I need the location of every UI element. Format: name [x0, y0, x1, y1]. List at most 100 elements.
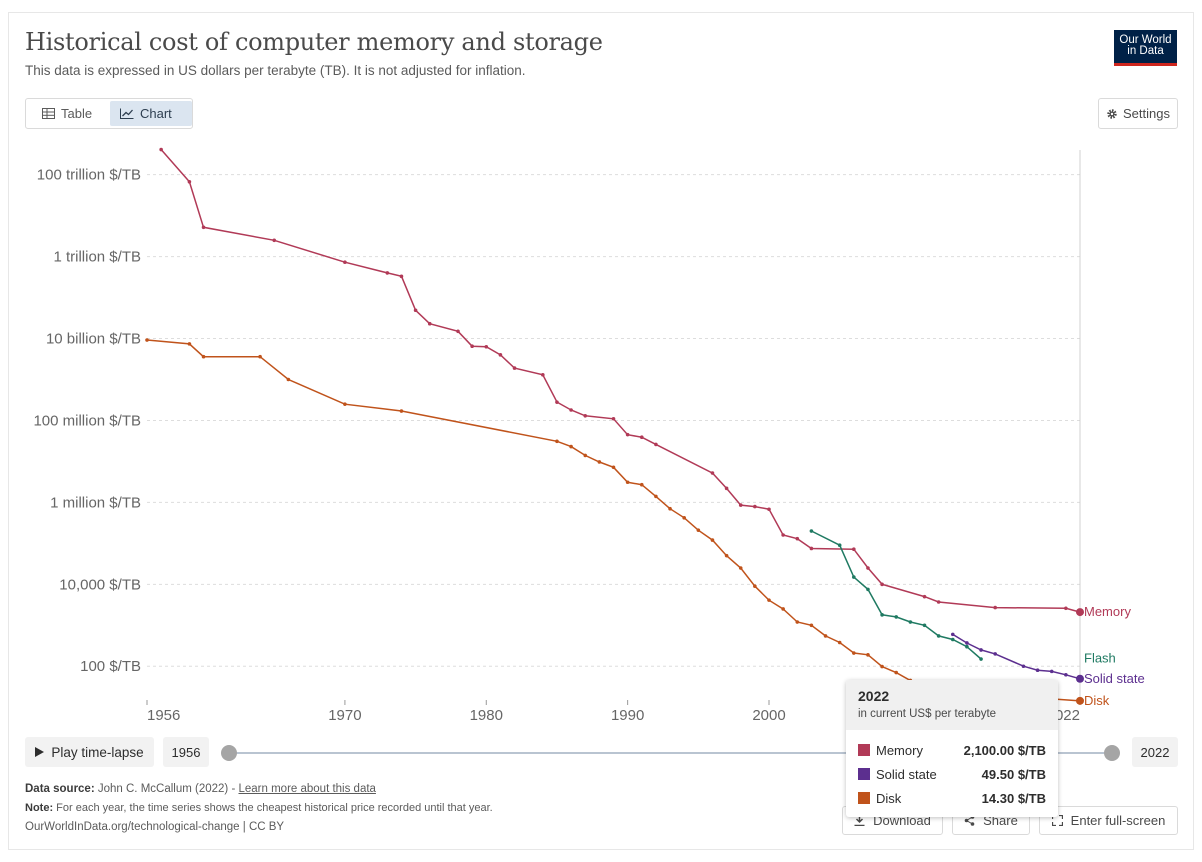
memory-point — [852, 547, 856, 551]
x-tick-label: 2000 — [752, 707, 785, 724]
start-year-box[interactable]: 1956 — [163, 737, 209, 767]
note-label: Note: — [25, 802, 54, 814]
solid-state-point — [993, 652, 997, 656]
timeline-track[interactable] — [229, 752, 1112, 754]
owid-logo[interactable]: Our World in Data — [1114, 30, 1177, 66]
memory-point — [1064, 606, 1068, 611]
memory-point — [498, 353, 503, 357]
tab-table[interactable]: Table — [32, 101, 110, 126]
tooltip-row-name: Memory — [876, 742, 923, 758]
settings-button[interactable]: Settings — [1098, 98, 1178, 129]
timeline-end-handle[interactable] — [1104, 745, 1120, 761]
disk-point — [696, 528, 701, 532]
memory-point — [625, 432, 630, 437]
memory-point — [993, 605, 997, 610]
tooltip-row-memory: Memory 2,100.00 $/TB — [858, 740, 1046, 760]
memory-point — [809, 546, 814, 551]
memory-point — [583, 413, 588, 418]
note-text: For each year, the time series shows the… — [56, 802, 493, 814]
memory-point — [753, 504, 757, 509]
tooltip-row-disk: Disk 14.30 $/TB — [858, 788, 1046, 808]
memory-line — [160, 149, 1081, 613]
logo-line2: in Data — [1127, 45, 1164, 57]
solid-state-point — [950, 632, 955, 637]
fullscreen-label: Enter full-screen — [1070, 813, 1166, 828]
flash-point — [922, 623, 927, 628]
page-title: Historical cost of computer memory and s… — [25, 28, 603, 56]
disk-point — [823, 634, 828, 638]
memory-end-label: Memory — [1084, 604, 1131, 619]
y-tick-label: 100 $/TB — [80, 658, 141, 675]
memory-point — [427, 321, 432, 326]
play-icon — [35, 747, 45, 757]
disk-point — [837, 640, 842, 645]
memory-point — [781, 533, 785, 537]
y-tick-label: 10 billion $/TB — [46, 331, 141, 348]
memory-point — [456, 329, 460, 334]
settings-label: Settings — [1123, 106, 1170, 121]
flash-point — [852, 575, 856, 579]
end-year-box[interactable]: 2022 — [1132, 737, 1178, 767]
tooltip-row-name: Solid state — [876, 766, 937, 782]
gear-icon — [1107, 108, 1117, 119]
memory-point — [880, 582, 884, 587]
timeline-start-handle[interactable] — [221, 745, 237, 761]
tab-chart[interactable]: Chart — [110, 101, 192, 126]
disk-point — [724, 553, 729, 558]
credit-link[interactable]: OurWorldInData.org/technological-change … — [25, 821, 285, 833]
fullscreen-button[interactable]: Enter full-screen — [1039, 806, 1178, 835]
y-tick-label: 1 million $/TB — [50, 494, 141, 511]
flash-point — [908, 620, 913, 624]
tooltip-header: 2022 in current US$ per terabyte — [846, 680, 1058, 730]
play-timelapse-button[interactable]: Play time-lapse — [25, 737, 154, 767]
memory-swatch — [858, 744, 870, 756]
flash-point — [950, 637, 955, 642]
disk-point — [781, 607, 785, 611]
tooltip-subtitle: in current US$ per terabyte — [858, 708, 997, 720]
learn-more-link[interactable]: Learn more about this data — [238, 783, 376, 795]
x-tick-label: 1956 — [147, 707, 180, 724]
source-label: Data source: — [25, 783, 95, 795]
memory-point — [569, 408, 573, 412]
memory-point — [866, 566, 870, 570]
tooltip-row-value: 49.50 $/TB — [981, 766, 1046, 782]
solid-state-point — [965, 641, 969, 645]
x-tick-label: 1990 — [611, 707, 644, 724]
memory-point — [738, 503, 743, 507]
flash-point — [894, 615, 899, 619]
solid-state-end-label: Solid state — [1084, 671, 1145, 686]
y-tick-label: 100 million $/TB — [33, 412, 141, 429]
disk-point — [880, 664, 884, 669]
disk-point — [611, 465, 616, 470]
disk-point — [866, 653, 870, 657]
tab-chart-label: Chart — [140, 106, 172, 121]
disk-point — [569, 444, 573, 449]
disk-point — [399, 409, 404, 413]
solid-state-point — [1064, 672, 1068, 677]
disk-point — [555, 439, 559, 444]
y-tick-label: 1 trillion $/TB — [53, 249, 141, 266]
memory-point — [385, 271, 390, 275]
disk-point — [668, 506, 672, 511]
tooltip-row-value: 2,100.00 $/TB — [963, 742, 1046, 758]
disk-point — [738, 566, 743, 570]
disk-point — [597, 460, 602, 464]
flash-point — [837, 543, 842, 548]
memory-point — [795, 536, 800, 541]
disk-point — [343, 402, 347, 406]
chart-subtitle: This data is expressed in US dollars per… — [25, 63, 526, 78]
disk-point — [187, 342, 192, 346]
memory-point — [767, 507, 771, 512]
tooltip-row-solid-state: Solid state 49.50 $/TB — [858, 764, 1046, 784]
solid-state-point — [979, 648, 983, 652]
memory-point — [201, 225, 206, 230]
disk-point — [682, 516, 686, 520]
flash-point — [866, 587, 870, 592]
flash-point — [809, 529, 814, 533]
memory-point — [272, 238, 277, 243]
memory-point — [1076, 608, 1084, 617]
chart-note: Note: For each year, the time series sho… — [25, 802, 493, 814]
flash-point — [936, 634, 941, 638]
data-source: Data source: John C. McCallum (2022) - L… — [25, 783, 376, 795]
